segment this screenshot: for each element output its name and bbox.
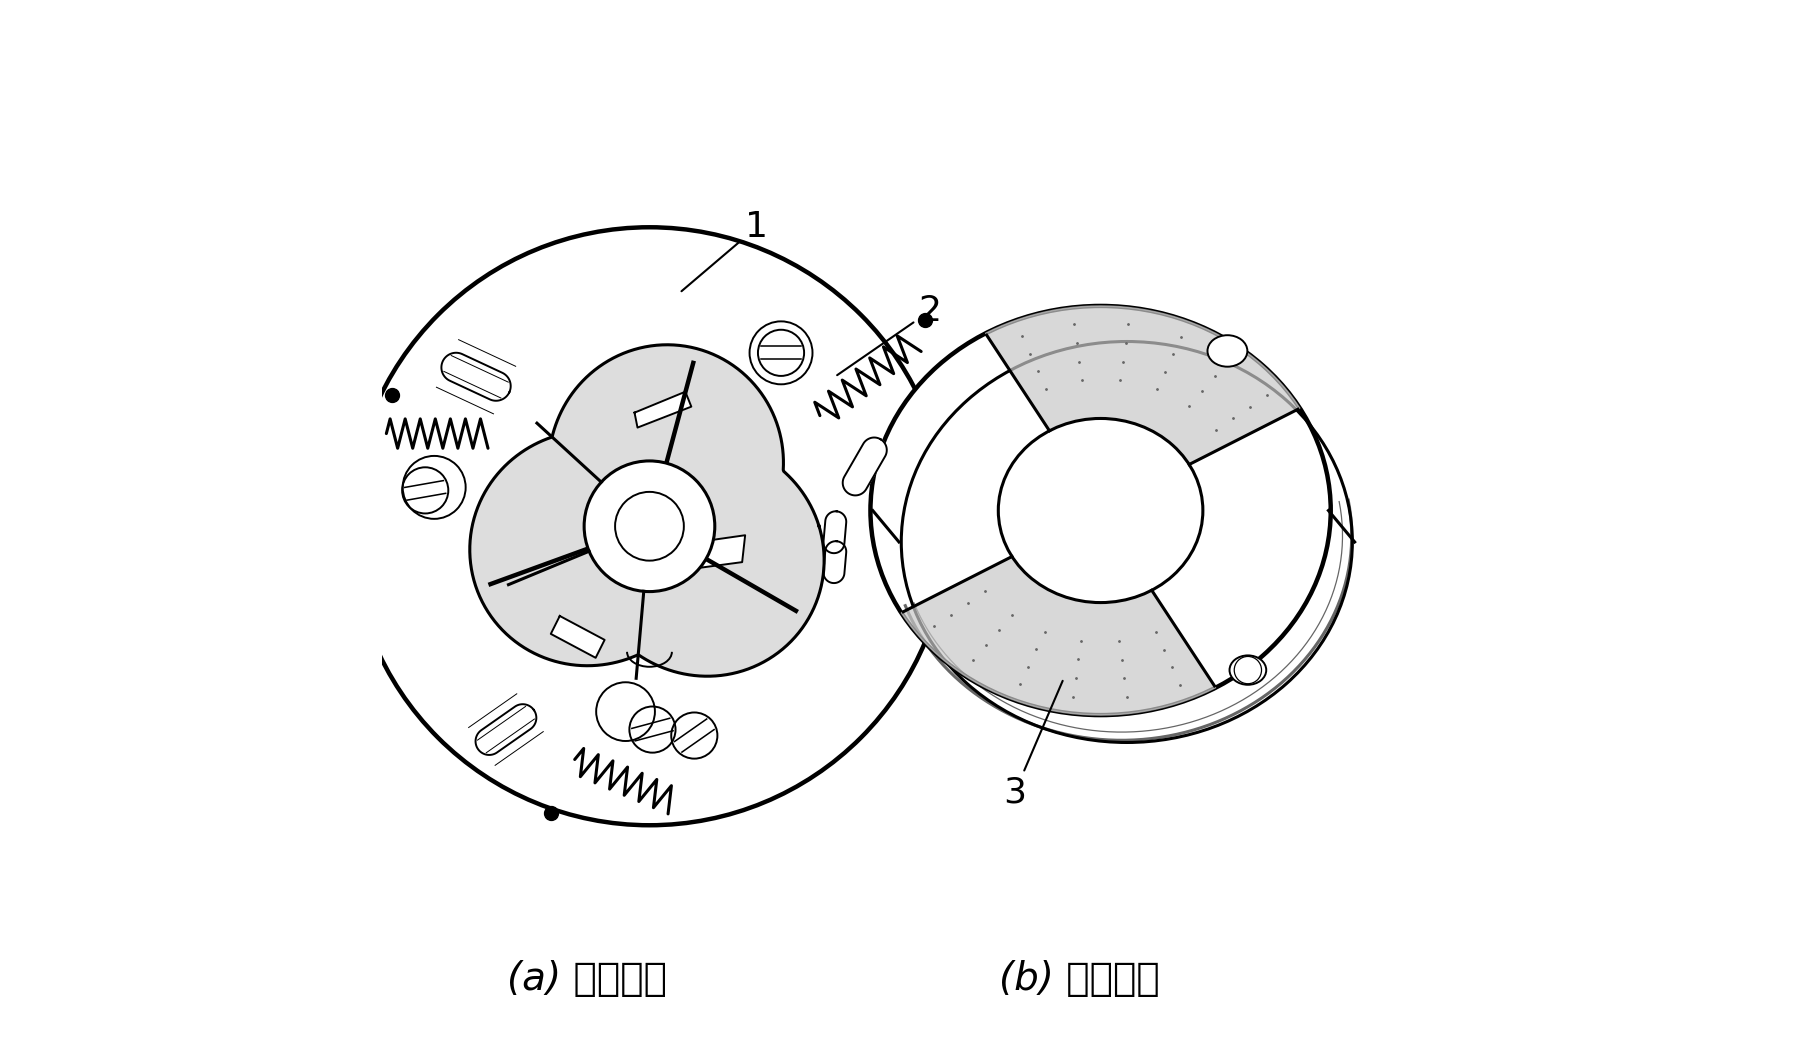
Circle shape — [584, 461, 714, 592]
Polygon shape — [698, 536, 745, 568]
Text: (b) 静止部分: (b) 静止部分 — [999, 960, 1160, 998]
Polygon shape — [843, 438, 887, 495]
Ellipse shape — [870, 306, 1331, 715]
Polygon shape — [901, 557, 1217, 715]
Polygon shape — [441, 353, 511, 401]
Polygon shape — [470, 344, 825, 676]
Polygon shape — [635, 391, 691, 427]
Ellipse shape — [1229, 656, 1265, 685]
Text: 1: 1 — [682, 210, 769, 291]
Polygon shape — [551, 615, 604, 658]
Ellipse shape — [999, 419, 1202, 603]
Polygon shape — [475, 704, 537, 755]
Circle shape — [350, 227, 948, 825]
Polygon shape — [823, 541, 847, 584]
Ellipse shape — [1207, 335, 1247, 367]
Polygon shape — [823, 511, 847, 553]
Text: 2: 2 — [838, 294, 941, 375]
Text: 3: 3 — [1003, 680, 1062, 810]
Polygon shape — [986, 306, 1300, 465]
Text: (a) 旋转部分: (a) 旋转部分 — [506, 960, 667, 998]
